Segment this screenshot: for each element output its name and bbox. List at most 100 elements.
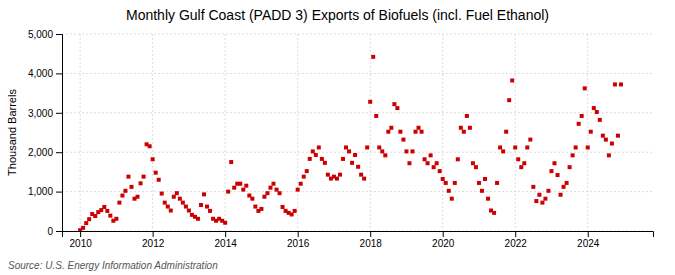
x-grid-line xyxy=(80,34,81,231)
x-tick-mark xyxy=(153,231,154,237)
point xyxy=(157,178,161,182)
point xyxy=(414,130,418,134)
source: Source: U.S. Energy Information Administ… xyxy=(8,260,218,271)
x-tick-mark xyxy=(370,231,371,237)
point xyxy=(556,173,560,177)
point xyxy=(350,161,354,165)
point xyxy=(323,161,327,165)
point xyxy=(160,192,164,196)
point xyxy=(426,161,430,165)
x-tick-label: 2010 xyxy=(70,238,93,249)
point xyxy=(311,149,315,153)
point xyxy=(341,157,345,161)
x-tick: 2016 xyxy=(287,231,310,249)
x-grid-line xyxy=(370,34,371,231)
point xyxy=(314,153,318,157)
point xyxy=(293,209,297,213)
point xyxy=(540,201,544,205)
y-tick-label: 3,000 xyxy=(28,108,53,119)
point xyxy=(534,199,538,203)
point xyxy=(93,214,97,218)
point xyxy=(102,205,106,209)
x-tick-mark xyxy=(298,231,299,237)
y-grid-line xyxy=(62,73,653,74)
point xyxy=(528,138,532,142)
x-tick-mark xyxy=(515,231,516,237)
point xyxy=(552,161,556,165)
point xyxy=(202,192,206,196)
point xyxy=(438,169,442,173)
point xyxy=(516,157,520,161)
point xyxy=(262,195,266,199)
point xyxy=(395,106,399,110)
x-grid-line xyxy=(587,34,588,231)
point xyxy=(504,130,508,134)
point xyxy=(181,201,185,205)
point xyxy=(281,205,285,209)
point xyxy=(308,157,312,161)
point xyxy=(205,205,209,209)
point xyxy=(407,161,411,165)
title: Monthly Gulf Coast (PADD 3) Exports of B… xyxy=(126,7,549,23)
point xyxy=(117,201,121,205)
point xyxy=(486,197,490,201)
x-tick-mark xyxy=(443,231,444,237)
y-tick-mark xyxy=(56,113,62,114)
point xyxy=(166,205,170,209)
point xyxy=(616,134,620,138)
point xyxy=(175,191,179,195)
x-tick-label: 2016 xyxy=(287,238,310,249)
point xyxy=(447,189,451,193)
point xyxy=(580,114,584,118)
x-tick-mark xyxy=(588,231,589,237)
point xyxy=(595,110,599,114)
point xyxy=(250,197,254,201)
point xyxy=(84,221,88,225)
point xyxy=(374,114,378,118)
point xyxy=(299,182,303,186)
point xyxy=(435,161,439,165)
point xyxy=(172,195,176,199)
point xyxy=(386,130,390,134)
chart: 2010201220142016201820202022202401,0002,… xyxy=(0,0,675,275)
x-tick-label: 2014 xyxy=(215,238,238,249)
y-tick: 2,000 xyxy=(28,147,62,158)
point xyxy=(114,217,118,221)
point xyxy=(148,144,152,148)
point xyxy=(604,138,608,142)
point xyxy=(411,149,415,153)
point xyxy=(377,145,381,149)
point xyxy=(253,205,257,209)
y-tick-mark xyxy=(56,34,62,35)
x-grid-line xyxy=(515,34,516,231)
point xyxy=(480,189,484,193)
point xyxy=(598,118,602,122)
point xyxy=(601,134,605,138)
point xyxy=(423,157,427,161)
point xyxy=(398,130,402,134)
y-tick-mark xyxy=(56,152,62,153)
point xyxy=(465,114,469,118)
point xyxy=(565,181,569,185)
point xyxy=(592,106,596,110)
point xyxy=(302,175,306,179)
x-tick: 2018 xyxy=(360,231,383,249)
point xyxy=(432,165,436,169)
y-tick-mark xyxy=(56,231,62,232)
x-tick-label: 2012 xyxy=(142,238,165,249)
point xyxy=(365,145,369,149)
y-tick: 1,000 xyxy=(28,186,62,197)
point xyxy=(241,188,245,192)
x-grid-line xyxy=(152,34,153,231)
y-tick-label: 5,000 xyxy=(28,29,53,40)
y-axis: 01,0002,0003,0004,0005,000 xyxy=(28,29,63,237)
point xyxy=(223,221,227,225)
point xyxy=(136,195,140,199)
point xyxy=(353,153,357,157)
point xyxy=(359,173,363,177)
point xyxy=(268,186,272,190)
y-tick-label: 0 xyxy=(47,226,53,237)
point xyxy=(130,185,134,189)
point xyxy=(474,165,478,169)
point xyxy=(326,173,330,177)
